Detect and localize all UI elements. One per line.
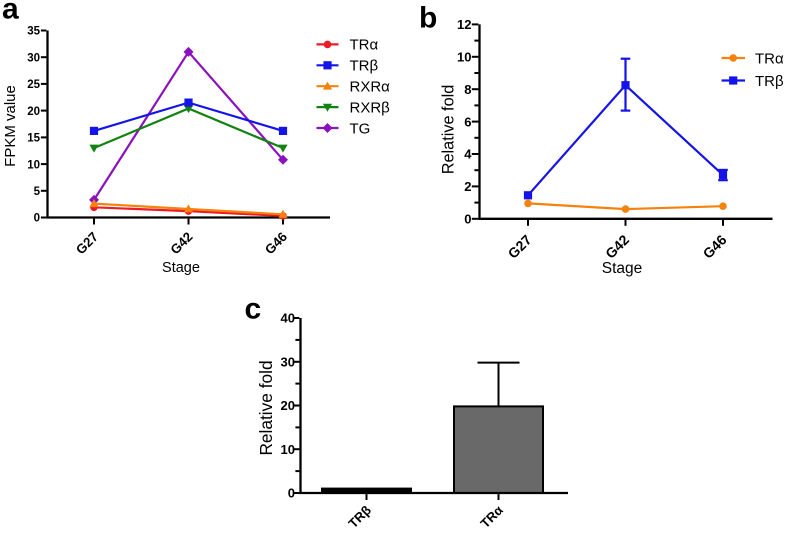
svg-text:TRα: TRα [755,50,784,67]
svg-text:Relative fold: Relative fold [440,85,458,175]
svg-text:RXRβ: RXRβ [350,99,391,116]
svg-text:Stage: Stage [162,260,200,276]
svg-text:4: 4 [464,147,472,162]
svg-text:TG: TG [350,120,371,137]
svg-text:b: b [419,2,437,35]
svg-text:10: 10 [27,159,40,171]
svg-text:20: 20 [27,106,40,118]
svg-text:RXRα: RXRα [350,79,391,96]
svg-text:15: 15 [27,133,40,145]
svg-text:0: 0 [288,486,295,501]
svg-text:30: 30 [281,354,295,369]
svg-text:Relative fold: Relative fold [256,360,276,455]
svg-text:35: 35 [27,26,40,38]
svg-text:25: 25 [27,79,40,91]
svg-text:TRβ: TRβ [350,58,379,75]
svg-text:2: 2 [464,179,471,194]
svg-text:0: 0 [34,213,40,225]
svg-text:c: c [245,293,262,326]
svg-text:8: 8 [464,82,471,97]
svg-text:0: 0 [464,212,471,227]
svg-text:5: 5 [34,186,41,198]
svg-text:20: 20 [281,398,295,413]
svg-text:10: 10 [457,50,471,65]
svg-text:Stage: Stage [602,260,643,277]
svg-text:30: 30 [27,52,40,64]
svg-text:12: 12 [457,17,471,32]
svg-text:TRβ: TRβ [755,73,784,90]
svg-text:a: a [2,0,19,26]
svg-text:FPKM value: FPKM value [2,85,19,167]
svg-text:TRα: TRα [350,37,379,54]
svg-text:6: 6 [464,114,471,129]
svg-text:10: 10 [281,442,295,457]
svg-text:40: 40 [281,311,295,326]
